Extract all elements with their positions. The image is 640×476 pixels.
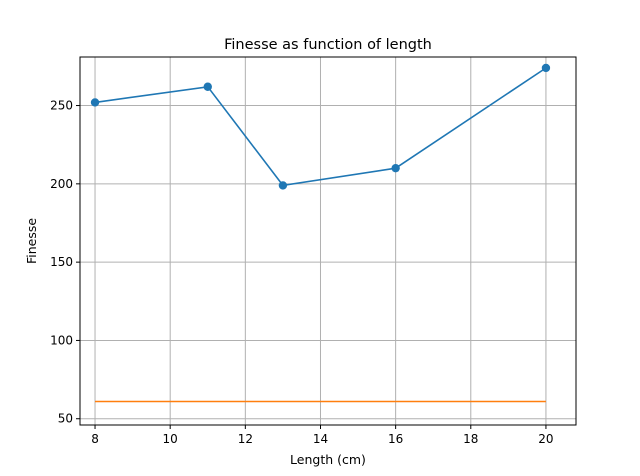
y-tick-label: 150	[50, 255, 73, 269]
series-1-point	[203, 82, 212, 91]
x-tick-label: 20	[538, 432, 553, 446]
x-tick-label: 8	[91, 432, 99, 446]
series-1-point	[278, 181, 288, 190]
y-axis-label: Finesse	[24, 218, 39, 264]
plot-frame	[79, 56, 577, 426]
series-1-point	[541, 63, 551, 73]
x-tick-label: 10	[163, 432, 178, 446]
y-tick-label: 200	[50, 177, 73, 191]
x-tick-label: 14	[313, 432, 328, 446]
x-axis-label: Length (cm)	[290, 452, 366, 467]
x-tick-label: 16	[388, 432, 403, 446]
series-1-point	[391, 163, 400, 173]
y-tick-label: 100	[50, 333, 73, 347]
x-tick-label: 18	[463, 432, 478, 446]
tick-layer: 8 10 12 14 16 18 20 50 100 150 200 250	[50, 99, 553, 446]
chart-title: Finesse as function of length	[224, 37, 432, 53]
y-tick-label: 50	[58, 412, 73, 426]
x-tick-label: 12	[238, 432, 253, 446]
series-layer	[90, 63, 551, 403]
y-tick-label: 250	[50, 99, 73, 113]
grid-layer	[80, 57, 576, 425]
series-1-point	[90, 98, 100, 107]
